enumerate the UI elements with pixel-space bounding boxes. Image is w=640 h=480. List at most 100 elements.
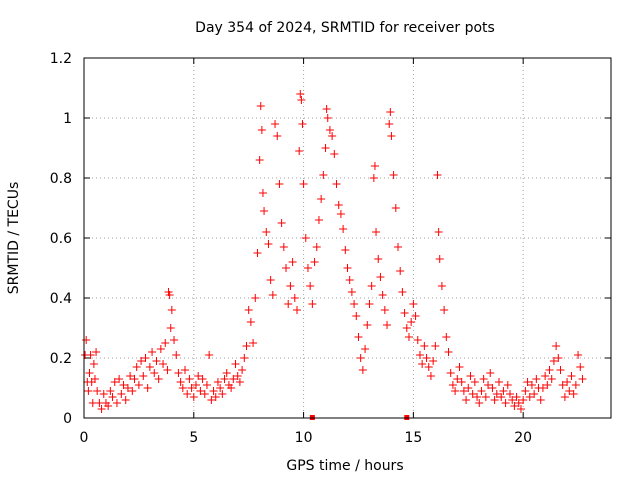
data-point bbox=[462, 396, 471, 404]
data-point bbox=[139, 372, 148, 380]
data-point bbox=[361, 345, 370, 353]
data-point bbox=[413, 336, 422, 344]
data-point bbox=[352, 312, 361, 320]
data-point bbox=[297, 96, 306, 104]
data-point bbox=[409, 300, 418, 308]
data-point bbox=[367, 282, 376, 290]
data-point bbox=[273, 132, 282, 140]
data-point bbox=[431, 342, 440, 350]
data-point bbox=[89, 360, 98, 368]
data-point bbox=[407, 318, 416, 326]
data-point bbox=[437, 282, 446, 290]
data-point bbox=[422, 354, 431, 362]
data-point bbox=[453, 375, 462, 383]
data-point bbox=[486, 369, 495, 377]
data-point bbox=[560, 393, 569, 401]
data-point bbox=[343, 264, 352, 272]
data-point bbox=[106, 387, 115, 395]
data-point bbox=[121, 396, 130, 404]
data-point bbox=[525, 393, 534, 401]
data-point bbox=[538, 384, 547, 392]
data-point bbox=[115, 375, 124, 383]
data-point bbox=[387, 132, 396, 140]
data-point bbox=[306, 282, 315, 290]
data-point bbox=[218, 390, 227, 398]
data-point bbox=[187, 384, 196, 392]
data-point bbox=[479, 375, 488, 383]
data-point bbox=[249, 339, 258, 347]
data-point bbox=[411, 312, 420, 320]
data-point bbox=[547, 375, 556, 383]
data-point bbox=[536, 396, 545, 404]
data-point bbox=[394, 243, 403, 251]
data-point bbox=[365, 300, 374, 308]
data-point bbox=[213, 378, 222, 386]
data-point bbox=[286, 282, 295, 290]
data-point bbox=[181, 366, 190, 374]
data-point bbox=[112, 399, 121, 407]
chart-title: Day 354 of 2024, SRMTID for receiver pot… bbox=[195, 20, 495, 36]
data-point bbox=[233, 372, 242, 380]
data-point bbox=[402, 324, 411, 332]
data-point bbox=[159, 360, 168, 368]
data-point bbox=[167, 306, 176, 314]
data-point bbox=[440, 306, 449, 314]
data-point bbox=[477, 387, 486, 395]
x-tick-label: 20 bbox=[514, 430, 532, 446]
data-point bbox=[565, 387, 574, 395]
data-point bbox=[123, 384, 132, 392]
data-point bbox=[323, 114, 332, 122]
data-point bbox=[442, 333, 451, 341]
data-point bbox=[497, 393, 506, 401]
data-point bbox=[264, 240, 273, 248]
data-point bbox=[468, 390, 477, 398]
x-axis-label: GPS time / hours bbox=[286, 458, 403, 474]
data-point bbox=[415, 351, 424, 359]
data-point bbox=[90, 375, 99, 383]
data-point bbox=[457, 378, 466, 386]
tick-labels: 0 5 10 15 20 0 0.2 0.4 0.6 0.8 1 1.2 bbox=[50, 51, 532, 446]
data-point bbox=[569, 390, 578, 398]
y-tick-label: 0.4 bbox=[50, 291, 72, 307]
data-point bbox=[207, 396, 216, 404]
data-point bbox=[314, 216, 323, 224]
data-point bbox=[473, 393, 482, 401]
data-point bbox=[172, 351, 181, 359]
data-point bbox=[290, 294, 299, 302]
data-point bbox=[444, 348, 453, 356]
data-point bbox=[356, 354, 365, 362]
data-point bbox=[341, 246, 350, 254]
data-point bbox=[298, 120, 307, 128]
data-point bbox=[328, 132, 337, 140]
data-point bbox=[370, 162, 379, 170]
data-point bbox=[84, 387, 93, 395]
data-point bbox=[299, 180, 308, 188]
data-point bbox=[484, 381, 493, 389]
data-point bbox=[455, 363, 464, 371]
data-point bbox=[128, 387, 137, 395]
data-point bbox=[527, 381, 536, 389]
data-point bbox=[216, 384, 225, 392]
data-point bbox=[284, 300, 293, 308]
data-point bbox=[303, 264, 312, 272]
data-point bbox=[512, 393, 521, 401]
data-point bbox=[178, 384, 187, 392]
data-point bbox=[464, 384, 473, 392]
grid-lines bbox=[84, 58, 611, 418]
data-point bbox=[108, 393, 117, 401]
data-point bbox=[275, 180, 284, 188]
data-point bbox=[420, 342, 429, 350]
data-point bbox=[194, 372, 203, 380]
data-point bbox=[391, 204, 400, 212]
y-tick-label: 0.8 bbox=[50, 171, 72, 187]
data-point bbox=[246, 318, 255, 326]
data-point bbox=[514, 399, 523, 407]
data-point bbox=[288, 258, 297, 266]
data-point bbox=[170, 336, 179, 344]
data-point bbox=[253, 249, 262, 257]
data-point bbox=[501, 399, 510, 407]
data-point bbox=[354, 333, 363, 341]
data-point bbox=[541, 372, 550, 380]
data-point bbox=[165, 291, 174, 299]
